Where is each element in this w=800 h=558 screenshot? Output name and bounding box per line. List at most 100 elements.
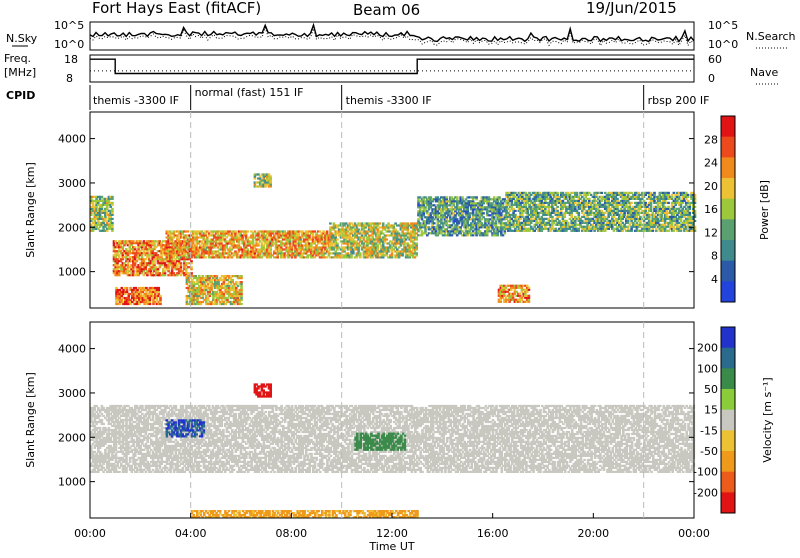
heatmap-cell bbox=[159, 295, 162, 297]
heatmap-cell bbox=[641, 218, 644, 220]
heatmap-cell bbox=[301, 236, 304, 238]
heatmap-cell bbox=[630, 192, 633, 194]
heatmap-cell bbox=[115, 301, 118, 303]
heatmap-cell bbox=[468, 214, 471, 216]
heatmap-cell bbox=[467, 226, 470, 228]
cpid-segment-label: themis -3300 IF bbox=[346, 94, 432, 107]
heatmap-cell bbox=[539, 192, 542, 194]
heatmap-cell bbox=[169, 230, 172, 232]
heatmap-cell bbox=[595, 206, 598, 208]
heatmap-cell bbox=[277, 256, 280, 258]
heatmap-cell bbox=[421, 234, 424, 236]
heatmap-cell bbox=[525, 204, 528, 206]
heatmap-cell bbox=[259, 252, 262, 254]
heatmap-cell bbox=[144, 246, 147, 248]
heatmap-cell bbox=[514, 210, 517, 212]
heatmap-cell bbox=[512, 208, 515, 210]
heatmap-cell bbox=[588, 200, 591, 202]
heatmap-cell bbox=[240, 291, 243, 293]
heatmap-cell bbox=[648, 216, 651, 218]
heatmap-cell bbox=[183, 248, 186, 250]
heatmap-cell bbox=[451, 196, 454, 198]
heatmap-cell bbox=[154, 293, 157, 295]
heatmap-cell bbox=[576, 194, 579, 196]
heatmap-cell bbox=[625, 204, 628, 206]
heatmap-cell bbox=[352, 238, 355, 240]
heatmap-cell bbox=[306, 256, 309, 258]
heatmap-cell bbox=[384, 236, 387, 238]
heatmap-cell bbox=[502, 204, 505, 206]
heatmap-cell bbox=[277, 254, 280, 256]
heatmap-cell bbox=[183, 244, 186, 246]
heatmap-cell bbox=[166, 254, 169, 256]
heatmap-cell bbox=[592, 218, 595, 220]
heatmap-cell bbox=[604, 204, 607, 206]
heatmap-cell bbox=[364, 226, 367, 228]
heatmap-cell bbox=[558, 198, 561, 200]
heatmap-cell bbox=[314, 242, 317, 244]
heatmap-cell bbox=[338, 246, 341, 248]
heatmap-cell bbox=[285, 244, 288, 246]
station-title: Fort Hays East (fitACF) bbox=[92, 0, 261, 17]
heatmap-cell bbox=[171, 240, 174, 242]
heatmap-cell bbox=[116, 262, 119, 264]
heatmap-cell bbox=[141, 254, 144, 256]
heatmap-cell bbox=[234, 232, 237, 234]
heatmap-cell bbox=[328, 254, 331, 256]
heatmap-cell bbox=[514, 192, 517, 194]
heatmap-cell bbox=[414, 256, 417, 258]
noise-right-label: N.Search bbox=[746, 30, 796, 43]
heatmap-cell bbox=[417, 230, 420, 232]
heatmap-cell bbox=[173, 236, 176, 238]
heatmap-cell bbox=[600, 200, 603, 202]
heatmap-cell bbox=[622, 222, 625, 224]
heatmap-cell bbox=[215, 240, 218, 242]
heatmap-cell bbox=[447, 212, 450, 214]
heatmap-cell bbox=[629, 206, 632, 208]
heatmap-cell bbox=[514, 196, 517, 198]
heatmap-cell bbox=[185, 252, 188, 254]
heatmap-cell bbox=[405, 234, 408, 236]
heatmap-cell bbox=[565, 230, 568, 232]
heatmap-cell bbox=[235, 287, 238, 289]
heatmap-cell bbox=[433, 204, 436, 206]
heatmap-cell bbox=[223, 293, 226, 295]
heatmap-cell bbox=[578, 216, 581, 218]
heatmap-cell bbox=[357, 228, 360, 230]
heatmap-cell bbox=[136, 289, 139, 291]
heatmap-cell bbox=[500, 214, 503, 216]
heatmap-cell bbox=[481, 210, 484, 212]
heatmap-cell bbox=[440, 232, 443, 234]
heatmap-cell bbox=[162, 268, 165, 270]
heatmap-cell bbox=[115, 287, 118, 289]
heatmap-cell bbox=[377, 254, 380, 256]
heatmap-cell bbox=[590, 230, 593, 232]
heatmap-cell bbox=[243, 240, 246, 242]
heatmap-cell bbox=[153, 244, 156, 246]
heatmap-cell bbox=[437, 214, 440, 216]
heatmap-cell bbox=[248, 244, 251, 246]
heatmap-cell bbox=[509, 196, 512, 198]
heatmap-cell bbox=[159, 272, 162, 274]
heatmap-cell bbox=[111, 210, 114, 212]
heatmap-cell bbox=[414, 234, 417, 236]
heatmap-cell bbox=[456, 234, 459, 236]
heatmap-cell bbox=[470, 228, 473, 230]
heatmap-cell bbox=[176, 256, 179, 258]
heatmap-cell bbox=[211, 232, 214, 234]
heatmap-cell bbox=[187, 246, 190, 248]
heatmap-cell bbox=[252, 238, 255, 240]
heatmap-cell bbox=[199, 244, 202, 246]
heatmap-cell bbox=[111, 230, 114, 232]
heatmap-cell bbox=[196, 297, 199, 299]
heatmap-cell bbox=[113, 244, 116, 246]
heatmap-cell bbox=[634, 194, 637, 196]
heatmap-cell bbox=[382, 224, 385, 226]
heatmap-cell bbox=[391, 250, 394, 252]
heatmap-cell bbox=[139, 266, 142, 268]
heatmap-cell bbox=[203, 283, 206, 285]
heatmap-cell bbox=[345, 232, 348, 234]
heatmap-cell bbox=[180, 248, 183, 250]
heatmap-cell bbox=[627, 200, 630, 202]
heatmap-cell bbox=[541, 226, 544, 228]
